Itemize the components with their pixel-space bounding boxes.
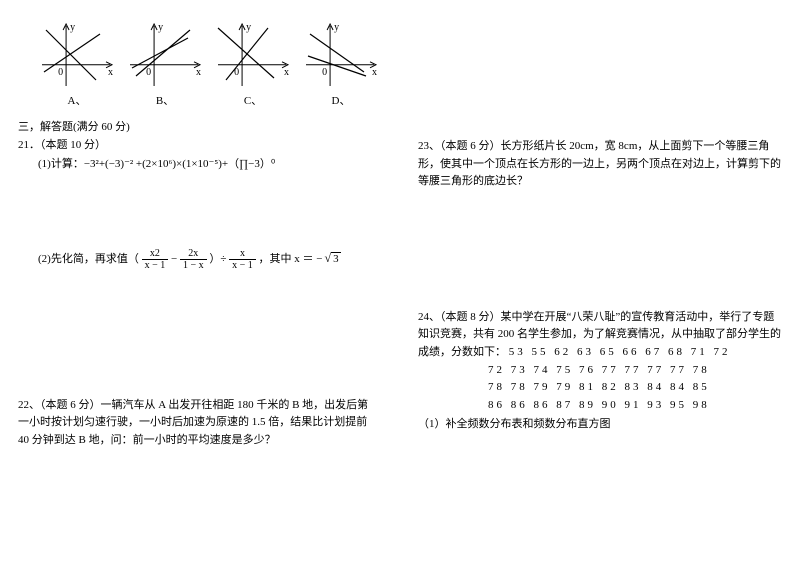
graph-svg-0: x y 0 bbox=[38, 20, 116, 90]
q21-2-prefix: (2)先化简，再求值（ bbox=[38, 253, 139, 265]
svg-text:x: x bbox=[372, 67, 377, 78]
q24-data-row-2: 78 78 79 79 81 82 83 84 84 85 bbox=[488, 379, 782, 397]
q21-2-frac3: x x − 1 bbox=[229, 248, 256, 271]
left-column: x y 0 A、 x y 0 B、 x y 0 C、 x y 0 D、 三，解答题(满分 60 分) 21．（… bbox=[0, 0, 400, 565]
section-3-title: 三，解答题(满分 60 分) bbox=[18, 118, 382, 134]
graph-label-3: D、 bbox=[302, 92, 380, 108]
sqrt-icon: 3 bbox=[322, 249, 340, 269]
q21-1-prefix: (1)计算： bbox=[38, 158, 84, 170]
graph-label-1: B、 bbox=[126, 92, 204, 108]
graph-3: x y 0 D、 bbox=[302, 20, 380, 108]
frac2-den: 1 − x bbox=[180, 260, 207, 271]
q23: 23、（本题 6 分）长方形纸片长 20cm，宽 8cm，从上面剪下一个等腰三角… bbox=[418, 138, 782, 191]
q24-data-row-0-inline: 53 55 62 63 65 66 67 68 71 72 bbox=[509, 346, 731, 358]
graph-svg-2: x y 0 bbox=[214, 20, 292, 90]
svg-text:x: x bbox=[196, 67, 201, 78]
graph-svg-3: x y 0 bbox=[302, 20, 380, 90]
q21-1-expr: −3²+(−3)⁻² +(2×10⁶)×(1×10⁻⁵)+（∏−3）⁰ bbox=[84, 158, 275, 170]
q23-text: 23、（本题 6 分）长方形纸片长 20cm，宽 8cm，从上面剪下一个等腰三角… bbox=[418, 138, 782, 191]
q21-head: 21．（本题 10 分） bbox=[18, 136, 382, 152]
frac2-num: 2x bbox=[180, 248, 207, 260]
graphs-row: x y 0 A、 x y 0 B、 x y 0 C、 x y 0 D、 bbox=[38, 20, 382, 108]
graph-0: x y 0 A、 bbox=[38, 20, 116, 108]
svg-text:0: 0 bbox=[234, 67, 239, 78]
q24-data-row-1: 72 73 74 75 76 77 77 77 77 78 bbox=[488, 362, 782, 380]
svg-text:0: 0 bbox=[146, 67, 151, 78]
frac1-den: x − 1 bbox=[142, 260, 169, 271]
graph-2: x y 0 C、 bbox=[214, 20, 292, 108]
svg-text:y: y bbox=[70, 22, 75, 33]
graph-label-0: A、 bbox=[38, 92, 116, 108]
q21-2-minus: − bbox=[171, 253, 180, 265]
q24-sub1: （1）补全频数分布表和频数分布直方图 bbox=[418, 416, 782, 434]
right-column: 23、（本题 6 分）长方形纸片长 20cm，宽 8cm，从上面剪下一个等腰三角… bbox=[400, 0, 800, 565]
radicand: 3 bbox=[331, 252, 341, 265]
frac3-num: x bbox=[229, 248, 256, 260]
q24-data-block: 72 73 74 75 76 77 77 77 77 78 78 78 79 7… bbox=[488, 362, 782, 415]
svg-text:y: y bbox=[158, 22, 163, 33]
svg-text:y: y bbox=[246, 22, 251, 33]
q21-2-tail: ，其中 x ＝ − bbox=[259, 253, 323, 265]
graph-label-2: C、 bbox=[214, 92, 292, 108]
graph-svg-1: x y 0 bbox=[126, 20, 204, 90]
svg-text:y: y bbox=[334, 22, 339, 33]
q21-2-frac2: 2x 1 − x bbox=[180, 248, 207, 271]
frac3-den: x − 1 bbox=[229, 260, 256, 271]
svg-text:x: x bbox=[108, 67, 113, 78]
graph-1: x y 0 B、 bbox=[126, 20, 204, 108]
frac1-num: x2 bbox=[142, 248, 169, 260]
q22: 22、（本题 6 分）一辆汽车从 A 出发开往相距 180 千米的 B 地，出发… bbox=[18, 397, 382, 450]
q21-2-frac1: x2 x − 1 bbox=[142, 248, 169, 271]
svg-text:0: 0 bbox=[58, 67, 63, 78]
q21-part1: (1)计算：−3²+(−3)⁻² +(2×10⁶)×(1×10⁻⁵)+（∏−3）… bbox=[18, 156, 382, 174]
svg-text:0: 0 bbox=[322, 67, 327, 78]
q24-data-row-3: 86 86 86 87 89 90 91 93 95 98 bbox=[488, 397, 782, 415]
q22-text: 22、（本题 6 分）一辆汽车从 A 出发开往相距 180 千米的 B 地，出发… bbox=[18, 397, 382, 450]
q21-2-mid: ）÷ bbox=[209, 253, 226, 265]
svg-text:x: x bbox=[284, 67, 289, 78]
q24: 24、（本题 8 分）某中学在开展“八荣八耻”的宣传教育活动中，举行了专题知识竞… bbox=[418, 309, 782, 434]
q21-part2: (2)先化简，再求值（ x2 x − 1 − 2x 1 − x ）÷ x x −… bbox=[18, 248, 382, 271]
